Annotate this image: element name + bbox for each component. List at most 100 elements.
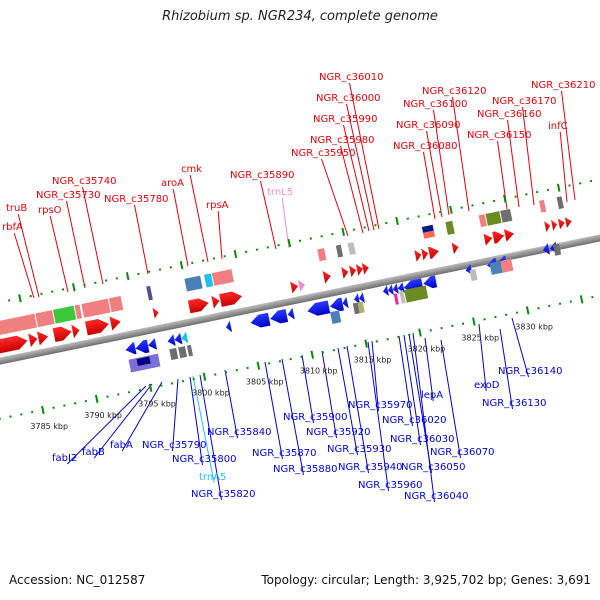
reverse-gene-arrow[interactable] <box>225 320 233 334</box>
forward-gene-label[interactable]: NGR_c35990 <box>313 114 378 125</box>
reverse-gene-arrow[interactable] <box>124 342 137 356</box>
reverse-gene-arrow[interactable] <box>353 293 361 305</box>
feature-box[interactable] <box>52 305 77 324</box>
feature-box[interactable] <box>352 302 360 315</box>
forward-gene-arrow[interactable] <box>355 263 364 276</box>
feature-box[interactable] <box>108 296 124 313</box>
forward-gene-arrow[interactable] <box>290 280 299 294</box>
reverse-gene-arrow[interactable] <box>341 296 349 310</box>
feature-box[interactable] <box>178 346 188 359</box>
reverse-gene-label[interactable]: NGR_c35940 <box>338 462 403 473</box>
forward-gene-arrow[interactable] <box>451 241 460 255</box>
forward-gene-arrow[interactable] <box>427 245 440 259</box>
forward-gene-label[interactable]: rbfA <box>2 222 23 233</box>
reverse-gene-label[interactable]: NGR_c35920 <box>306 427 371 438</box>
forward-gene-arrow[interactable] <box>52 325 73 343</box>
feature-box[interactable] <box>74 304 83 320</box>
feature-box[interactable] <box>330 310 342 324</box>
forward-gene-arrow[interactable] <box>361 262 370 275</box>
feature-box[interactable] <box>538 199 547 213</box>
reverse-gene-label[interactable]: NGR_c35840 <box>207 427 272 438</box>
reverse-gene-arrow[interactable] <box>358 292 365 304</box>
forward-gene-arrow[interactable] <box>0 334 29 354</box>
reverse-gene-label[interactable]: NGR_c35820 <box>191 489 256 500</box>
forward-gene-arrow[interactable] <box>219 290 243 307</box>
reverse-gene-arrow[interactable] <box>173 332 183 346</box>
reverse-gene-label[interactable]: NGR_c35960 <box>358 480 423 491</box>
reverse-gene-label[interactable]: NGR_c35970 <box>348 400 413 411</box>
forward-gene-label[interactable]: infC <box>548 121 568 132</box>
reverse-gene-label[interactable]: exoD <box>474 380 500 391</box>
reverse-gene-label[interactable]: NGR_c36040 <box>404 491 469 502</box>
reverse-gene-label[interactable]: NGR_c35800 <box>172 454 237 465</box>
forward-gene-label[interactable]: NGR_c35780 <box>104 194 169 205</box>
feature-box[interactable] <box>469 269 478 282</box>
forward-gene-arrow[interactable] <box>492 230 505 244</box>
forward-gene-label[interactable]: NGR_c36100 <box>403 99 468 110</box>
forward-gene-label[interactable]: rpsA <box>206 200 229 211</box>
reverse-gene-arrow[interactable] <box>542 243 551 256</box>
forward-gene-arrow[interactable] <box>414 249 422 262</box>
reverse-gene-arrow[interactable] <box>392 283 399 295</box>
forward-gene-arrow[interactable] <box>483 232 493 246</box>
forward-gene-label[interactable]: NGR_c35730 <box>36 190 101 201</box>
forward-gene-arrow[interactable] <box>36 330 50 346</box>
reverse-gene-arrow[interactable] <box>329 297 344 313</box>
forward-gene-arrow[interactable] <box>349 264 357 278</box>
reverse-gene-label[interactable]: NGR_c35900 <box>283 412 348 423</box>
feature-box[interactable] <box>211 269 235 286</box>
forward-gene-label[interactable]: NGR_c35950 <box>291 148 356 159</box>
reverse-gene-label[interactable]: NGR_c35870 <box>252 448 317 459</box>
forward-gene-arrow[interactable] <box>557 217 566 230</box>
feature-box[interactable] <box>0 313 38 336</box>
feature-box[interactable] <box>553 243 562 256</box>
reverse-gene-arrow[interactable] <box>147 337 158 351</box>
forward-gene-arrow[interactable] <box>211 294 220 309</box>
feature-box[interactable] <box>485 211 502 226</box>
forward-gene-arrow[interactable] <box>152 307 160 319</box>
reverse-gene-label[interactable]: NGR_c35790 <box>142 440 207 451</box>
feature-box[interactable] <box>81 298 111 318</box>
forward-gene-label[interactable]: NGR_c35980 <box>310 135 375 146</box>
feature-box[interactable] <box>317 248 327 262</box>
reverse-gene-label[interactable]: lepA <box>421 390 443 401</box>
forward-gene-arrow[interactable] <box>28 332 39 348</box>
forward-gene-label[interactable]: NGR_c36150 <box>467 130 532 141</box>
feature-box[interactable] <box>556 196 564 210</box>
feature-box[interactable] <box>489 260 503 275</box>
feature-box[interactable] <box>203 273 214 288</box>
reverse-gene-label[interactable]: fabA <box>110 440 133 451</box>
reverse-gene-arrow[interactable] <box>269 309 289 325</box>
reverse-gene-arrow[interactable] <box>249 312 271 330</box>
forward-gene-arrow[interactable] <box>297 279 306 292</box>
forward-gene-label[interactable]: NGR_c36210 <box>531 80 596 91</box>
forward-gene-label[interactable]: cmk <box>181 164 202 175</box>
forward-gene-arrow[interactable] <box>322 269 332 284</box>
forward-gene-arrow[interactable] <box>84 317 110 336</box>
feature-box[interactable] <box>399 290 406 304</box>
reverse-gene-arrow[interactable] <box>166 334 176 347</box>
trna-label[interactable]: trnL5 <box>267 187 293 198</box>
forward-gene-arrow[interactable] <box>551 219 558 231</box>
reverse-gene-label[interactable]: fabB <box>82 447 105 458</box>
feature-box[interactable] <box>393 293 399 305</box>
reverse-gene-arrow[interactable] <box>180 331 189 345</box>
reverse-gene-label[interactable]: NGR_c35880 <box>273 464 338 475</box>
feature-box[interactable] <box>169 347 179 361</box>
forward-gene-arrow[interactable] <box>71 323 81 339</box>
reverse-gene-arrow[interactable] <box>382 285 390 297</box>
forward-gene-label[interactable]: NGR_c36160 <box>477 109 542 120</box>
feature-box[interactable] <box>136 356 151 366</box>
forward-gene-label[interactable]: NGR_c36010 <box>319 72 384 83</box>
forward-gene-arrow[interactable] <box>564 216 573 228</box>
reverse-gene-label[interactable]: NGR_c36050 <box>401 462 466 473</box>
forward-gene-arrow[interactable] <box>503 228 515 242</box>
feature-box[interactable] <box>184 275 203 292</box>
reverse-gene-label[interactable]: NGR_c36140 <box>498 366 563 377</box>
reverse-gene-arrow[interactable] <box>306 300 331 317</box>
reverse-gene-arrow[interactable] <box>287 307 295 321</box>
feature-box[interactable] <box>423 230 436 239</box>
feature-box[interactable] <box>335 244 344 258</box>
feature-box[interactable] <box>445 220 455 235</box>
feature-box[interactable] <box>500 208 513 223</box>
